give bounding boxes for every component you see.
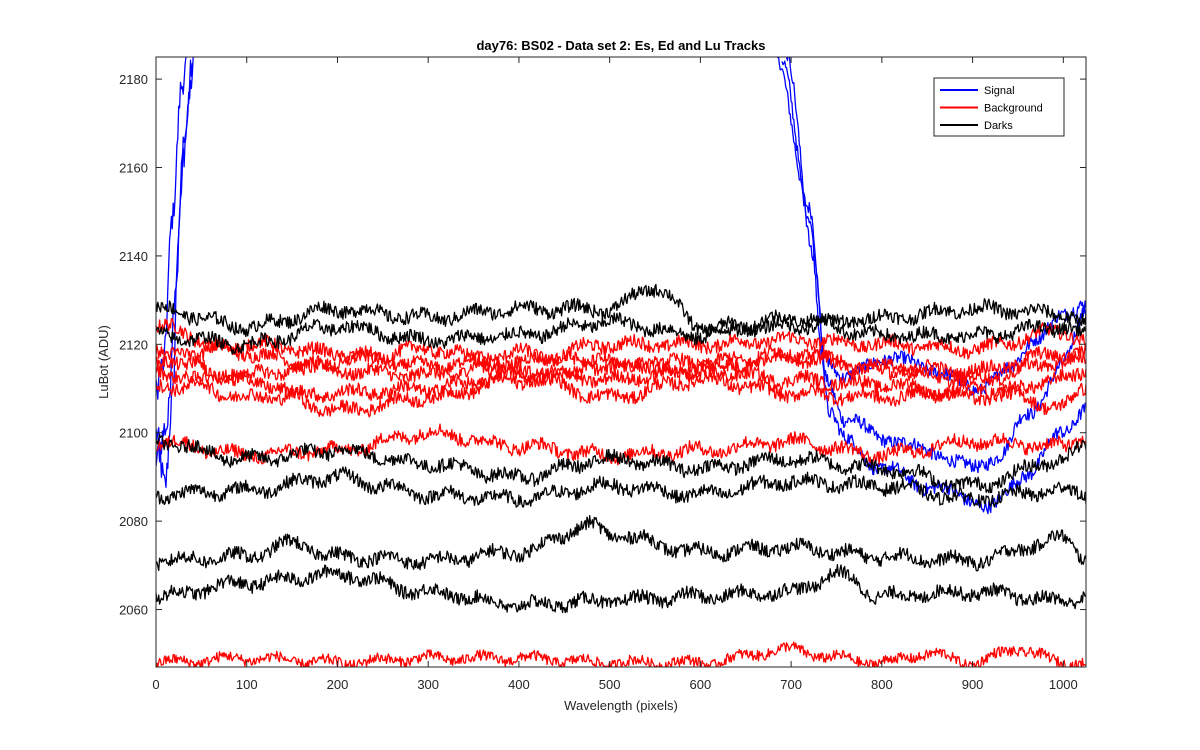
x-tick-label: 900 — [962, 677, 984, 692]
x-tick-label: 800 — [871, 677, 893, 692]
y-tick-label: 2180 — [119, 72, 148, 87]
series-line-darks-18 — [156, 563, 1086, 614]
series-line-background-10 — [156, 345, 1086, 418]
series-line-darks-13 — [156, 283, 1086, 338]
series-line-background-8 — [156, 339, 1086, 397]
series-line-darks-17 — [156, 515, 1086, 572]
x-tick-label: 500 — [599, 677, 621, 692]
legend-label-darks: Darks — [984, 120, 1013, 132]
y-tick-label: 2060 — [119, 603, 148, 618]
series-line-darks-16 — [156, 466, 1086, 509]
legend-label-signal: Signal — [984, 85, 1015, 97]
series-line-background-12 — [156, 641, 1086, 667]
y-tick-label: 2160 — [119, 161, 148, 176]
x-tick-label: 100 — [236, 677, 258, 692]
series-line-darks-14 — [156, 309, 1086, 355]
x-tick-label: 700 — [780, 677, 802, 692]
y-tick-label: 2120 — [119, 337, 148, 352]
series-line-background-6 — [156, 317, 1086, 383]
plot-frame — [155, 56, 1087, 668]
x-tick-label: 1000 — [1049, 677, 1078, 692]
legend-label-background: Background — [984, 103, 1043, 115]
x-tick-label: 600 — [690, 677, 712, 692]
legend: Signal Background Darks — [933, 77, 1065, 137]
axis-layer: 0 100 200 300 400 500 600 700 800 900 1000 2060 2080… — [119, 57, 1086, 692]
x-tick-label: 200 — [327, 677, 349, 692]
series-line-background-9 — [156, 363, 1086, 416]
series-line-signal-3 — [776, 57, 1086, 474]
x-axis-label: Wavelength (pixels) — [564, 698, 678, 713]
x-tick-label: 400 — [508, 677, 530, 692]
y-axis-label: LuBot (ADU) — [96, 325, 111, 399]
series-line-signal-4 — [781, 60, 1086, 396]
x-tick-label: 300 — [417, 677, 439, 692]
series-line-darks-15 — [156, 433, 1086, 494]
chart-title: day76: BS02 - Data set 2: Es, Ed and Lu … — [476, 38, 765, 53]
y-tick-label: 2080 — [119, 514, 148, 529]
y-tick-label: 2100 — [119, 426, 148, 441]
y-tick-label: 2140 — [119, 249, 148, 264]
series-layer — [156, 57, 1086, 667]
x-tick-label: 0 — [152, 677, 159, 692]
series-line-signal-2 — [156, 57, 187, 400]
